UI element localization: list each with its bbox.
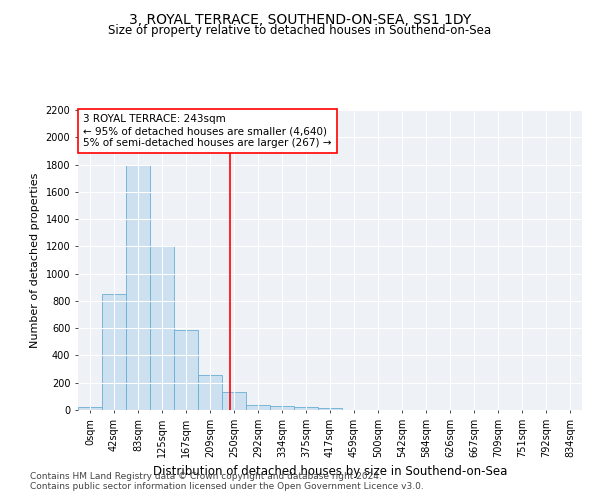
Bar bbox=[102, 294, 126, 410]
Bar bbox=[78, 406, 102, 410]
Bar bbox=[246, 404, 270, 410]
Text: Contains HM Land Registry data © Crown copyright and database right 2024.: Contains HM Land Registry data © Crown c… bbox=[30, 472, 382, 481]
X-axis label: Distribution of detached houses by size in Southend-on-Sea: Distribution of detached houses by size … bbox=[153, 466, 507, 478]
Bar bbox=[222, 392, 246, 410]
Bar bbox=[294, 408, 318, 410]
Y-axis label: Number of detached properties: Number of detached properties bbox=[30, 172, 40, 348]
Bar bbox=[150, 246, 174, 410]
Bar bbox=[174, 330, 198, 410]
Text: 3 ROYAL TERRACE: 243sqm
← 95% of detached houses are smaller (4,640)
5% of semi-: 3 ROYAL TERRACE: 243sqm ← 95% of detache… bbox=[83, 114, 332, 148]
Bar bbox=[126, 164, 150, 410]
Bar bbox=[198, 374, 222, 410]
Text: Contains public sector information licensed under the Open Government Licence v3: Contains public sector information licen… bbox=[30, 482, 424, 491]
Text: Size of property relative to detached houses in Southend-on-Sea: Size of property relative to detached ho… bbox=[109, 24, 491, 37]
Text: 3, ROYAL TERRACE, SOUTHEND-ON-SEA, SS1 1DY: 3, ROYAL TERRACE, SOUTHEND-ON-SEA, SS1 1… bbox=[129, 12, 471, 26]
Bar bbox=[270, 406, 294, 410]
Bar bbox=[318, 408, 342, 410]
